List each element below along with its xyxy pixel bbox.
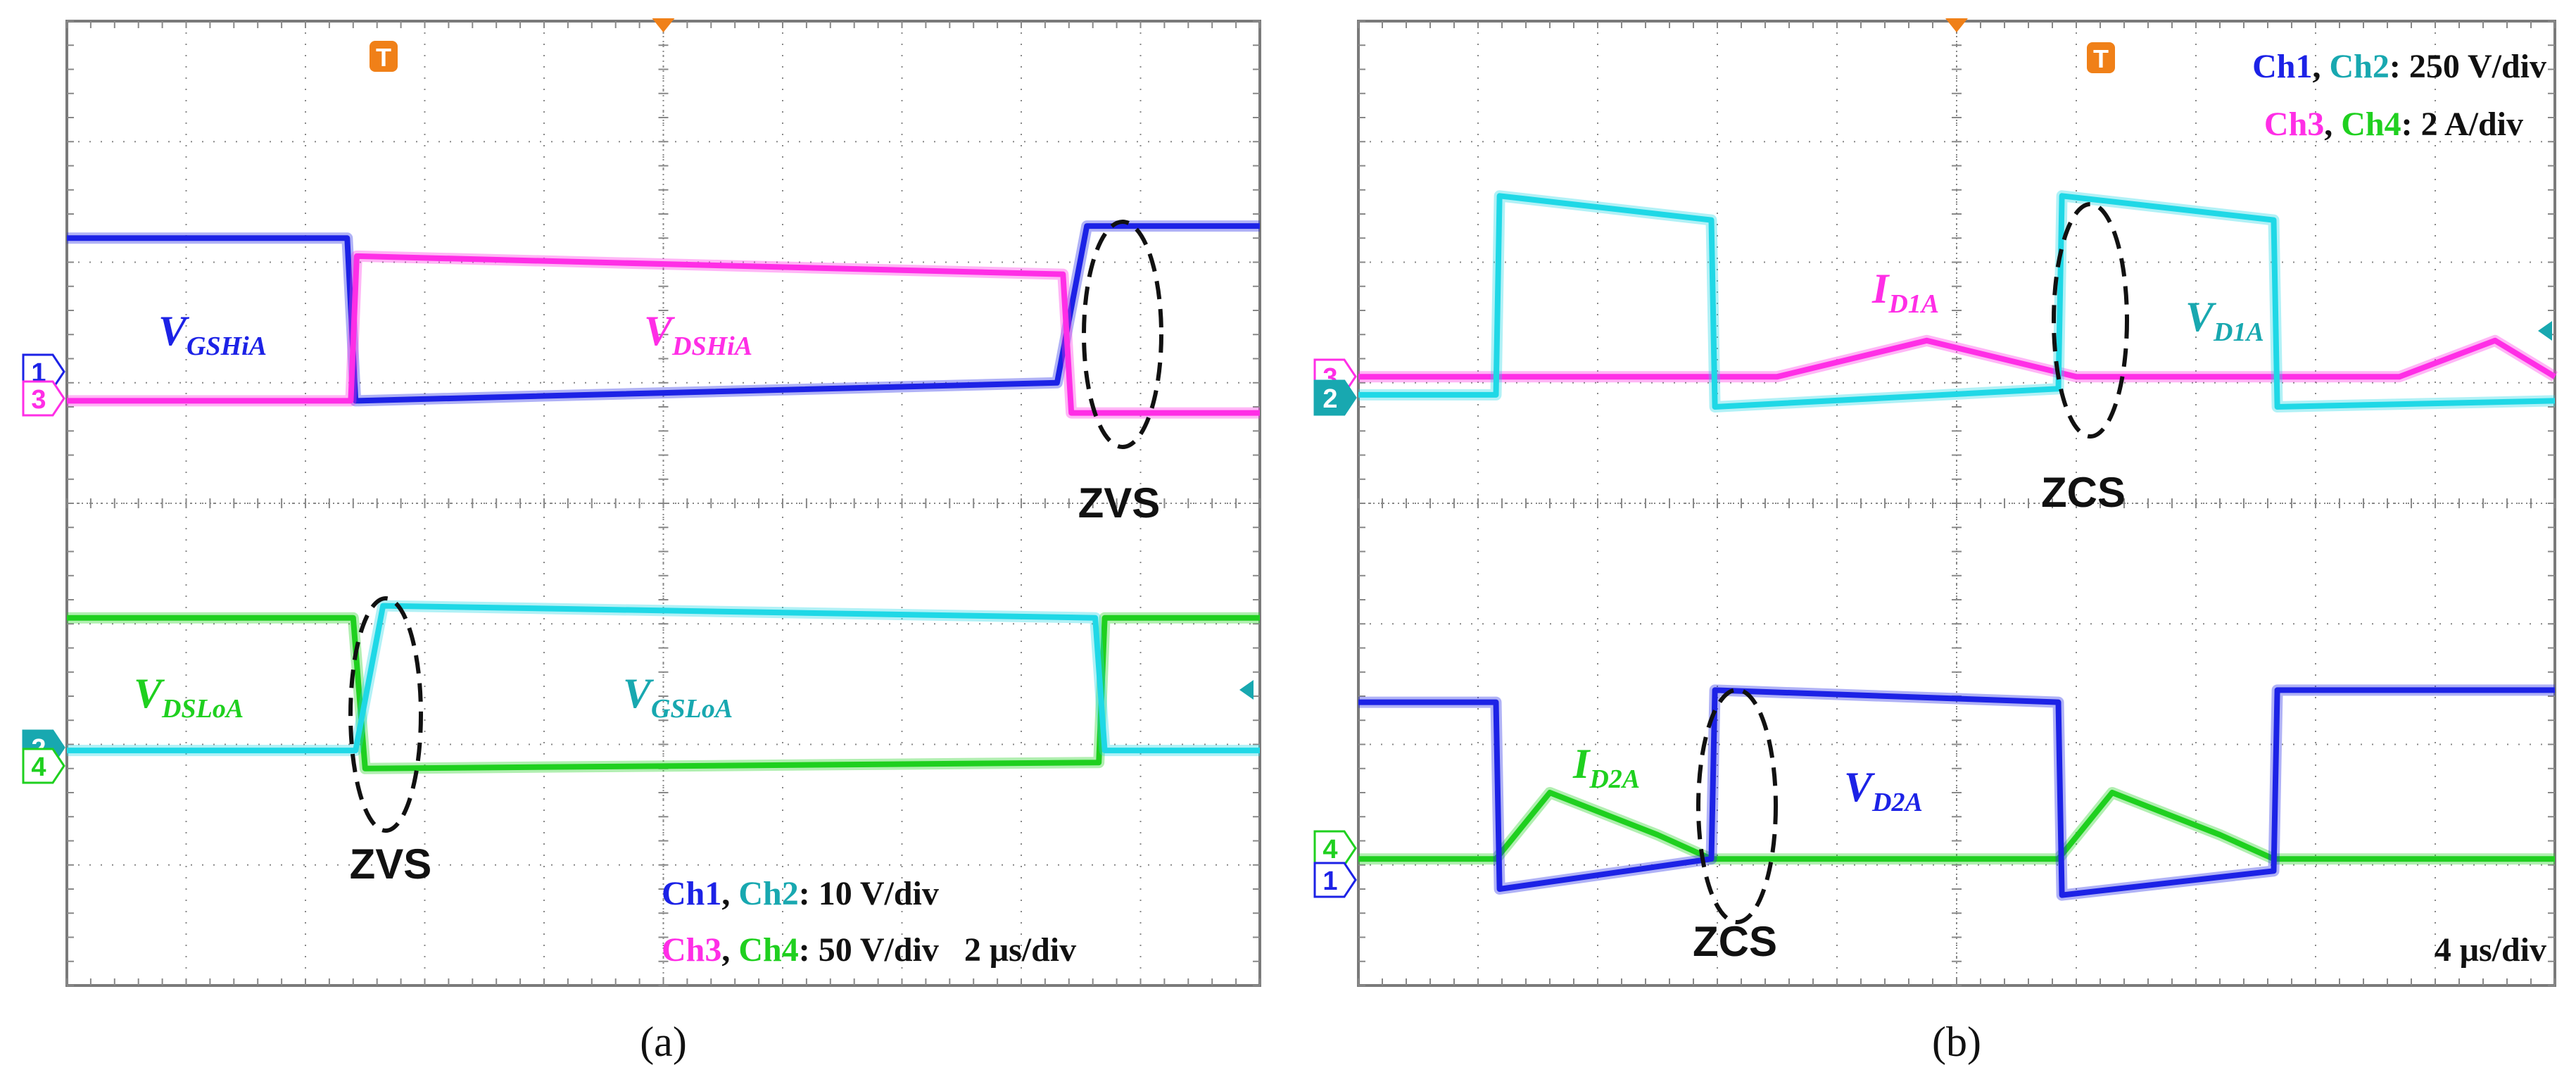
signal-label-main: V [1844,764,1876,810]
scale-line: Ch3, Ch4: 50 V/div 2 μs/div [662,931,1076,969]
signal-label-ID1A: ID1A [1871,265,1939,319]
channel-marker-label: 3 [31,385,46,415]
level-arrow-icon [1239,680,1254,700]
scale-text-part: Ch4 [738,931,798,969]
scale-text-part: , [721,931,738,969]
signal-label-subscript: D2A [1589,764,1640,794]
signal-label-subscript: D1A [1888,289,1939,319]
annotation-zcs: ZCS [1693,918,1777,965]
scale-text-part: Ch4 [2341,106,2401,143]
channel-marker-shape [1313,379,1357,416]
annotation-zvs: ZVS [350,840,432,888]
scale-line: Ch1, Ch2: 10 V/div [662,875,939,912]
scale-text-part: Ch3 [662,931,721,969]
time-scale-label: 4 μs/div [2435,931,2546,969]
scale-text-part: : 10 V/div [799,875,939,912]
trace-VD1A [1358,193,2556,410]
channel-marker-shape [22,380,65,417]
signal-label-VDSLoA: VDSLoA [134,670,244,724]
signal-label-main: V [644,308,676,354]
signal-label-main: I [1572,741,1591,787]
signal-label-main: V [623,670,655,717]
transition-highlight-ellipse [2052,202,2129,439]
scale-text-part: Ch3 [2264,106,2324,143]
trigger-position-marker [1945,18,1968,32]
channel-marker-label: 1 [1322,867,1337,896]
trace-VGSLoA [67,603,1260,754]
scale-line: Ch3, Ch4: 2 A/div [2264,106,2523,143]
transition-highlight-ellipse [1696,688,1778,924]
trace-VDSHiA [67,253,1260,416]
signal-label-VD1A: VD1A [2185,294,2264,347]
scale-text-part: Ch2 [2329,48,2389,85]
scale-text-part: Ch1 [662,875,721,912]
trace-VD2A [1358,687,2555,898]
signal-label-VDSHiA: VDSHiA [644,308,752,361]
channel-marker-label: 2 [1322,384,1337,414]
channel-marker-1: 1 [1313,862,1357,898]
scale-text-part: : 2 A/div [2401,106,2523,143]
signal-label-subscript: D1A [2213,317,2264,347]
channel-marker-label: 4 [1322,835,1337,864]
trace-ID2A [1358,790,2555,862]
annotation-zvs: ZVS [1078,479,1161,527]
scale-text-part: : 250 V/div [2389,48,2546,85]
signal-label-VGSHiA: VGSHiA [158,308,267,361]
trigger-badge-label: T [2093,44,2109,73]
trace-VDSLoA [67,615,1260,771]
signal-label-main: V [134,670,165,717]
trigger-badge: T [2087,42,2115,73]
annotation-zcs: ZCS [2041,469,2126,516]
panel-caption: (a) [640,1019,687,1065]
channel-marker-2: 2 [1313,379,1357,416]
level-arrow-icon [2538,321,2552,341]
trace-VGSHiA [67,223,1260,404]
trigger-badge-bg [2087,42,2115,73]
channel-marker-shape [22,748,65,784]
scale-text-part: Ch2 [738,875,798,912]
channel-marker-label: 4 [31,752,46,782]
scale-text-part: : 50 V/div 2 μs/div [799,931,1076,969]
scale-text-part: , [721,875,738,912]
signal-label-subscript: DSLoA [161,694,244,724]
channel-marker-4: 4 [22,748,65,784]
scale-text-part: , [2324,106,2341,143]
trigger-badge-bg [370,41,398,72]
signal-label-subscript: GSLoA [651,694,733,724]
trigger-badge-label: T [376,43,391,72]
signal-label-subscript: DSHiA [671,332,752,361]
channel-marker-4: 4 [1313,830,1357,867]
signal-label-subscript: D2A [1871,788,1923,817]
channel-marker-3: 3 [22,380,65,417]
channel-marker-shape [1313,862,1357,898]
trigger-position-marker [652,18,675,32]
signal-label-main: I [1871,265,1890,312]
signal-label-main: V [2185,294,2217,340]
signal-label-VD2A: VD2A [1844,764,1923,817]
scope-grid [66,20,1261,986]
scale-text-part: Ch1 [2252,48,2312,85]
transition-highlight-ellipse [348,596,423,833]
scope-grid [1358,20,2556,986]
scale-text-part: , [2312,48,2329,85]
trace-ID1A [1358,337,2557,380]
trigger-badge: T [370,41,398,72]
oscilloscope-panel-a: T1324VGSHiAVDSHiAVDSLoAVGSLoAZVSZVSCh1, … [22,18,1261,1065]
transition-highlight-ellipse [1082,220,1163,449]
signal-label-ID2A: ID2A [1572,741,1640,794]
signal-label-VGSLoA: VGSLoA [623,670,733,724]
scale-line: Ch1, Ch2: 250 V/div [2252,48,2546,85]
panel-caption: (b) [1932,1019,1981,1065]
channel-marker-shape [1313,830,1357,867]
signal-label-subscript: GSHiA [187,332,267,361]
signal-label-main: V [158,308,190,354]
